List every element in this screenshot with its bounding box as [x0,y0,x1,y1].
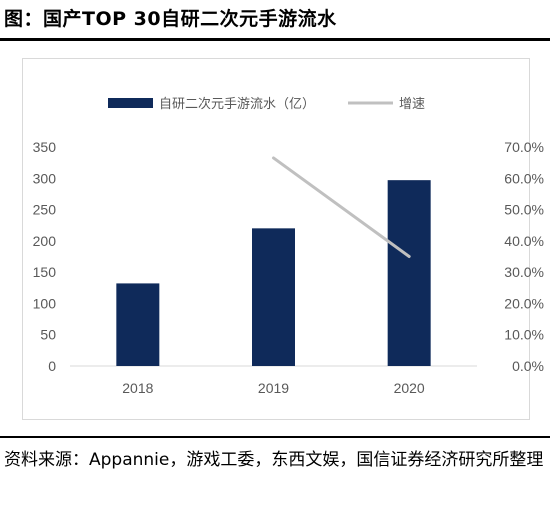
y-right-tick-label: 20.0% [504,295,544,311]
y-left-tick-label: 50 [40,327,56,343]
y-left-tick-label: 350 [33,139,57,155]
legend-label-bar: 自研二次元手游流水（亿） [159,96,315,112]
bar [116,283,160,366]
source-note: 资料来源：Appannie，游戏工委，东西文娱，国信证券经济研究所整理 [4,450,544,470]
y-right-tick-label: 0.0% [512,358,544,374]
y-right-tick-label: 70.0% [504,139,544,155]
x-tick-label: 2019 [258,380,289,396]
legend-swatch-bar [108,98,153,108]
y-left-tick-label: 150 [33,264,57,280]
y-right-tick-label: 60.0% [504,170,544,186]
y-left-tick-label: 200 [33,233,57,249]
y-left-tick-label: 100 [33,295,57,311]
y-left-tick-label: 250 [33,202,57,218]
x-tick-label: 2018 [122,380,153,396]
figure-title: 图：国产TOP 30自研二次元手游流水 [4,8,337,30]
growth-line [272,156,411,258]
y-left-tick-label: 0 [48,358,56,374]
bar [387,180,431,366]
bar [252,228,295,366]
title-rule [0,38,550,41]
y-right-tick-label: 40.0% [504,233,544,249]
y-right-tick-label: 50.0% [504,202,544,218]
y-right-tick-label: 10.0% [504,327,544,343]
y-right-tick-label: 30.0% [504,264,544,280]
chart-frame [22,58,530,420]
y-left-tick-label: 300 [33,170,57,186]
x-tick-label: 2020 [394,380,425,396]
legend-label-line: 增速 [399,97,425,112]
source-rule [0,436,550,438]
